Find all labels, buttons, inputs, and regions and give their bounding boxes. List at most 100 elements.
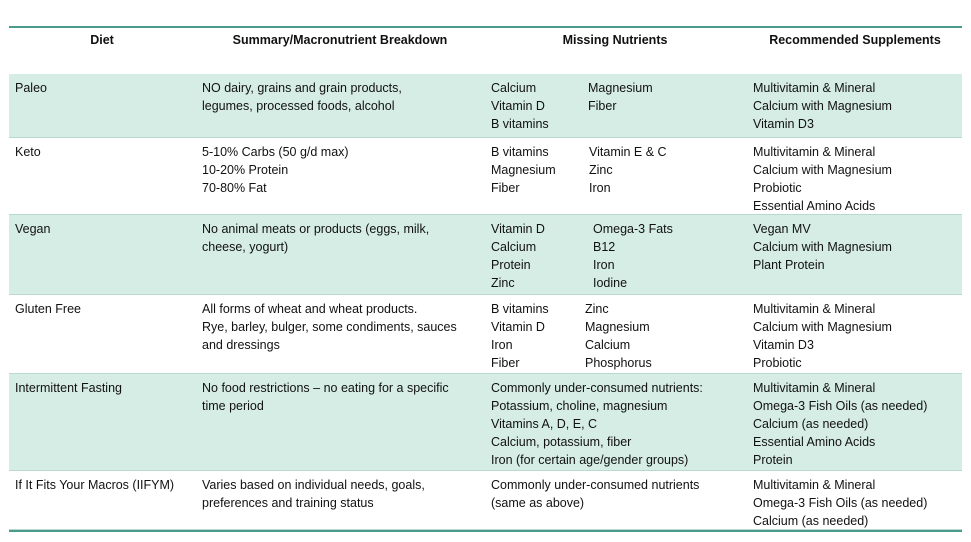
supplement-line: Calcium with Magnesium (753, 320, 892, 334)
nutrient: B12 (593, 240, 616, 254)
supplements-cell: Multivitamin & Mineral Calcium with Magne… (753, 79, 892, 133)
nutrient: B vitamins (491, 117, 549, 131)
nutrient: (same as above) (491, 496, 585, 510)
supplement-line: Essential Amino Acids (753, 199, 876, 213)
supplements-cell: Multivitamin & Mineral Calcium with Magne… (753, 143, 892, 215)
diet-cell: Paleo (15, 79, 47, 97)
summary-cell: NO dairy, grains and grain products, legu… (202, 79, 402, 115)
nutrient: Calcium, potassium, fiber (491, 435, 632, 449)
nutrient: Commonly under-consumed nutrients (491, 478, 700, 492)
nutrient: Vitamin D (491, 99, 545, 113)
diet-cell: Vegan (15, 220, 50, 238)
supplement-line: Omega-3 Fish Oils (as needed) (753, 399, 928, 413)
diet-cell: Keto (15, 143, 41, 161)
nutrient: Fiber (491, 181, 520, 195)
nutrient: Phosphorus (585, 356, 652, 370)
supplements-cell: Vegan MV Calcium with Magnesium Plant Prot… (753, 220, 892, 274)
diet-cell: If It Fits Your Macros (IIFYM) (15, 476, 174, 494)
nutrient: Calcium (491, 240, 537, 254)
supplement-line: Multivitamin & Mineral (753, 381, 876, 395)
summary-cell: All forms of wheat and wheat products. Ry… (202, 300, 457, 354)
table-row: Intermittent Fasting No food restrictions… (9, 374, 962, 471)
supplement-line: Multivitamin & Mineral (753, 478, 876, 492)
summary-cell: No food restrictions – no eating for a s… (202, 379, 449, 415)
table-row: If It Fits Your Macros (IIFYM) Varies bas… (9, 471, 962, 530)
summary-line: legumes, processed foods, alcohol (202, 99, 395, 113)
summary-line: cheese, yogurt) (202, 240, 289, 254)
nutrient: Omega-3 Fats (593, 222, 673, 236)
diet-name: Paleo (15, 81, 47, 95)
summary-line: 70-80% Fat (202, 181, 267, 195)
summary-line: time period (202, 399, 264, 413)
supplements-cell: Multivitamin & Mineral Omega-3 Fish Oils … (753, 379, 927, 469)
nutrient: Fiber (491, 356, 520, 370)
summary-line: preferences and training status (202, 496, 374, 510)
diet-name: If It Fits Your Macros (IIFYM) (15, 478, 175, 492)
diet-name: Vegan (15, 222, 51, 236)
supplement-line: Multivitamin & Mineral (753, 81, 876, 95)
summary-line: Varies based on individual needs, goals, (202, 478, 425, 492)
supplement-line: Calcium with Magnesium (753, 163, 892, 177)
nutrient: Calcium (491, 81, 537, 95)
summary-line: All forms of wheat and wheat products. (202, 302, 418, 316)
supplement-line: Vegan MV (753, 222, 811, 236)
nutrient: Magnesium (585, 320, 650, 334)
nutrient: Iron (for certain age/gender groups) (491, 453, 689, 467)
supplement-line: Vitamin D3 (753, 338, 814, 352)
header-cell: Missing Nutrients (562, 33, 668, 47)
summary-cell: Varies based on individual needs, goals,… (202, 476, 425, 512)
supplements-cell: Multivitamin & Mineral Omega-3 Fish Oils … (753, 476, 927, 530)
supplement-line: Probiotic (753, 356, 802, 370)
diet-name: Gluten Free (15, 302, 82, 316)
supplement-line: Multivitamin & Mineral (753, 145, 876, 159)
summary-cell: 5-10% Carbs (50 g/d max) 10-20% Protein 70… (202, 143, 349, 197)
nutrient: Vitamins A, D, E, C (491, 417, 598, 431)
supplement-line: Vitamin D3 (753, 117, 814, 131)
diet-cell: Gluten Free (15, 300, 81, 318)
supplements-cell: Multivitamin & Mineral Calcium with Magne… (753, 300, 892, 372)
summary-line: No food restrictions – no eating for a s… (202, 381, 449, 395)
supplement-line: Calcium (as needed) (753, 417, 869, 431)
summary-line: NO dairy, grains and grain products, (202, 81, 402, 95)
supplement-line: Multivitamin & Mineral (753, 302, 876, 316)
nutrient: B vitamins (491, 302, 549, 316)
nutrient: Protein (491, 258, 531, 272)
table-row: Keto 5-10% Carbs (50 g/d max) 10-20% Prote… (9, 138, 962, 215)
bottom-rule (9, 530, 962, 532)
nutrient: Calcium (585, 338, 631, 352)
table-row: Vegan No animal meats or products (eggs, … (9, 215, 962, 295)
nutrient: Iron (589, 181, 611, 195)
nutrient: Iron (491, 338, 513, 352)
diet-name: Intermittent Fasting (15, 381, 122, 395)
nutrient: Zinc (589, 163, 613, 177)
supplement-line: Calcium with Magnesium (753, 99, 892, 113)
nutrient: Zinc (491, 276, 515, 290)
supplement-line: Essential Amino Acids (753, 435, 876, 449)
header-cell: Diet (90, 33, 114, 47)
header-cell: Recommended Supplements (769, 33, 941, 47)
supplement-line: Protein (753, 453, 793, 467)
supplement-line: Plant Protein (753, 258, 825, 272)
summary-line: No animal meats or products (eggs, milk, (202, 222, 430, 236)
nutrient: Zinc (585, 302, 609, 316)
nutrient: Magnesium (491, 163, 556, 177)
nutrient: Vitamin D (491, 320, 545, 334)
diet-name: Keto (15, 145, 41, 159)
top-rule (9, 26, 962, 28)
supplement-line: Calcium (as needed) (753, 514, 869, 528)
diet-cell: Intermittent Fasting (15, 379, 122, 397)
nutrient: B vitamins (491, 145, 549, 159)
supplement-line: Calcium with Magnesium (753, 240, 892, 254)
header-cell: Summary/Macronutrient Breakdown (232, 33, 448, 47)
nutrient: Commonly under-consumed nutrients: (491, 381, 703, 395)
nutrient: Potassium, choline, magnesium (491, 399, 668, 413)
nutrient: Vitamin D (491, 222, 545, 236)
nutrient: Fiber (588, 99, 617, 113)
table-row: Paleo NO dairy, grains and grain products… (9, 74, 962, 138)
nutrient: Magnesium (588, 81, 653, 95)
table-row: Gluten Free All forms of wheat and wheat … (9, 295, 962, 374)
supplement-line: Probiotic (753, 181, 802, 195)
summary-cell: No animal meats or products (eggs, milk,… (202, 220, 429, 256)
nutrient: Iodine (593, 276, 628, 290)
